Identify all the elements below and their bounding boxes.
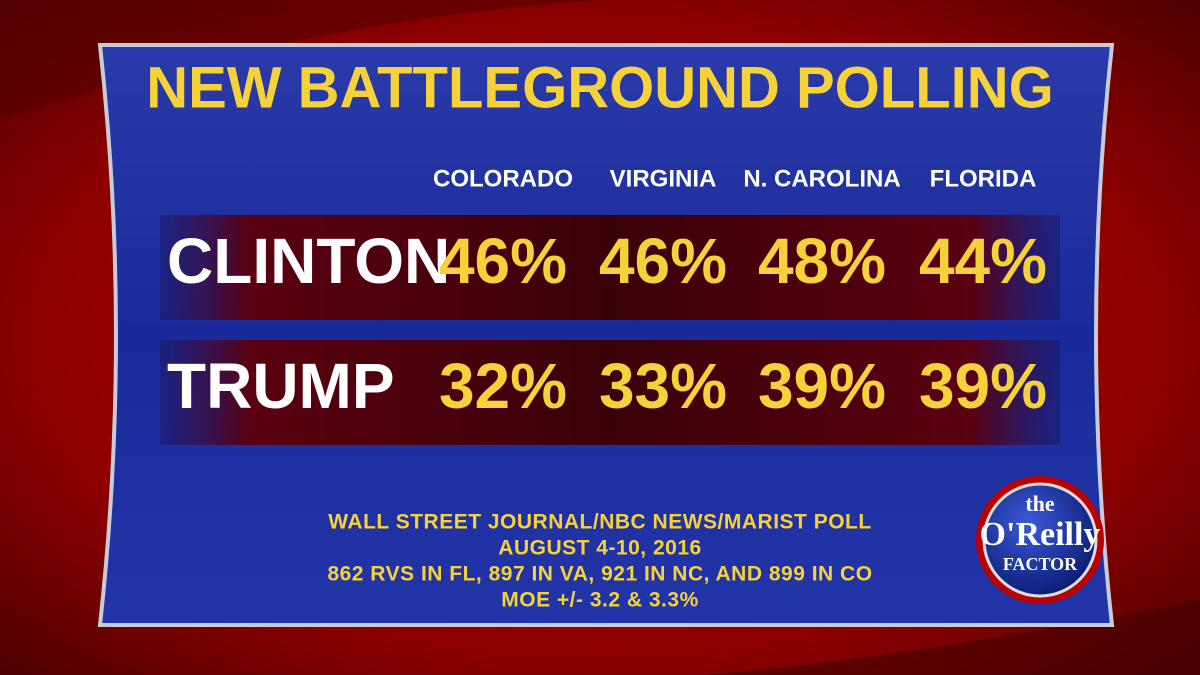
table: COLORADO VIRGINIA N. CAROLINA FLORIDA CLINTO… xyxy=(167,165,1047,422)
cell-value: 39% xyxy=(758,350,886,422)
footer-line: AUGUST 4-10, 2016 xyxy=(498,537,701,560)
cell-value: 44% xyxy=(919,225,1047,297)
row-band xyxy=(160,340,1060,445)
cell-value: 48% xyxy=(758,225,886,297)
column-header: N. CAROLINA xyxy=(743,165,900,192)
logo-disc xyxy=(982,482,1098,598)
cell-value: 33% xyxy=(599,350,727,422)
background-swirl xyxy=(700,600,1200,675)
footer-line: 862 RVS IN FL, 897 IN VA, 921 IN NC, AND… xyxy=(327,563,872,586)
row-band xyxy=(160,215,1060,320)
row-name: CLINTON xyxy=(167,225,450,297)
cell-value: 46% xyxy=(439,225,567,297)
background-swirl xyxy=(0,0,600,120)
cell-value: 32% xyxy=(439,350,567,422)
column-header: COLORADO xyxy=(433,165,573,192)
footer-line: WALL STREET JOURNAL/NBC NEWS/MARIST POLL xyxy=(328,511,871,534)
logo-text: O'Reilly xyxy=(980,516,1101,553)
cell-value: 46% xyxy=(599,225,727,297)
footer-line: MOE +/- 3.2 & 3.3% xyxy=(501,589,699,612)
logo: the O'Reilly FACTOR xyxy=(976,476,1104,604)
logo-text: the xyxy=(1025,491,1055,516)
row-name: TRUMP xyxy=(167,350,395,422)
column-header: VIRGINIA xyxy=(610,165,717,192)
panel xyxy=(97,43,1115,627)
column-header: FLORIDA xyxy=(930,165,1037,192)
cell-value: 39% xyxy=(919,350,1047,422)
logo-text: FACTOR xyxy=(1003,554,1078,574)
title: NEW BATTLEGROUND POLLING xyxy=(146,55,1054,120)
